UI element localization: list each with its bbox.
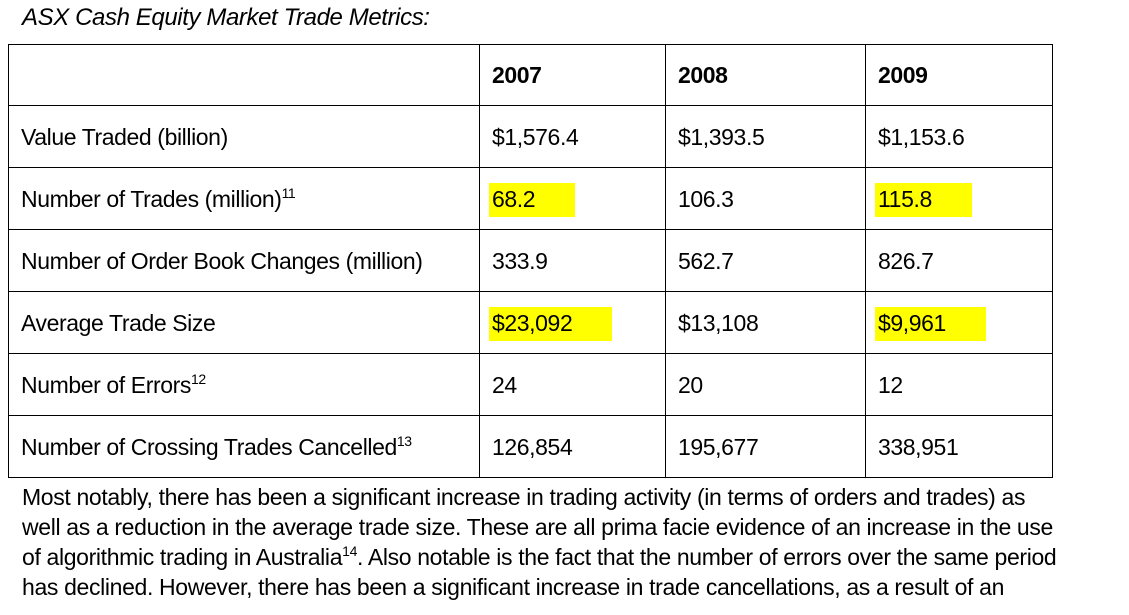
header-2008: 2008	[665, 44, 866, 106]
row-label-text: Average Trade Size	[21, 310, 216, 336]
paragraph-text: of algorithmic trading in Australia	[22, 544, 343, 570]
table-cell: 68.2	[479, 167, 666, 230]
row-label: Number of Order Book Changes (million)	[8, 229, 480, 292]
footnote-marker: 14	[342, 543, 358, 559]
paragraph-text: . Also notable is the fact that the numb…	[357, 544, 1057, 570]
table-row: Value Traded (billion) $1,576.4 $1,393.5…	[8, 105, 1053, 168]
table-cell: $23,092	[479, 291, 666, 354]
table-cell: 24	[479, 353, 666, 416]
table-cell: 12	[865, 353, 1053, 416]
header-2009: 2009	[865, 44, 1053, 106]
body-paragraph: Most notably, there has been a significa…	[22, 482, 1129, 602]
row-label-text: Number of Errors	[21, 372, 191, 398]
row-label-text: Number of Order Book Changes (million)	[21, 248, 423, 274]
table-cell: $1,576.4	[479, 105, 666, 168]
footnote-marker: 13	[396, 433, 412, 449]
paragraph-line: of algorithmic trading in Australia14. A…	[22, 542, 1129, 572]
table-cell: $13,108	[665, 291, 866, 354]
row-label-text: Number of Crossing Trades Cancelled	[21, 434, 397, 460]
table-cell: 562.7	[665, 229, 866, 292]
row-label: Average Trade Size	[8, 291, 480, 354]
footnote-marker: 12	[190, 371, 206, 387]
paragraph-line: well as a reduction in the average trade…	[22, 514, 1053, 540]
table-header-row: 2007 2008 2009	[8, 44, 1053, 106]
highlighted-value: 115.8	[875, 182, 972, 217]
table-cell: $1,153.6	[865, 105, 1053, 168]
table-cell: 195,677	[665, 415, 866, 478]
trade-metrics-table: 2007 2008 2009 Value Traded (billion) $1…	[8, 44, 1053, 478]
table-cell: 826.7	[865, 229, 1053, 292]
row-label-text: Value Traded (billion)	[21, 124, 228, 150]
table-row: Number of Crossing Trades Cancelled13 12…	[8, 415, 1053, 478]
table-cell: 126,854	[479, 415, 666, 478]
row-label: Number of Crossing Trades Cancelled13	[8, 415, 480, 478]
paragraph-line: has declined. However, there has been a …	[22, 574, 1005, 600]
table-cell: 333.9	[479, 229, 666, 292]
highlighted-value: 68.2	[489, 182, 576, 217]
table-cell: 20	[665, 353, 866, 416]
row-label-text: Number of Trades (million)	[21, 186, 282, 212]
table-caption: ASX Cash Equity Market Trade Metrics:	[22, 4, 430, 31]
table-row: Number of Trades (million)11 68.2 106.3 …	[8, 167, 1053, 230]
header-2007: 2007	[479, 44, 666, 106]
row-label: Value Traded (billion)	[8, 105, 480, 168]
footnote-marker: 11	[281, 185, 296, 201]
table-row: Number of Order Book Changes (million) 3…	[8, 229, 1053, 292]
table-cell: 115.8	[865, 167, 1053, 230]
table-cell: 338,951	[865, 415, 1053, 478]
table-cell: $1,393.5	[665, 105, 866, 168]
highlighted-value: $9,961	[875, 306, 986, 341]
table-cell: 106.3	[665, 167, 866, 230]
highlighted-value: $23,092	[489, 306, 613, 341]
table-cell: $9,961	[865, 291, 1053, 354]
table-row: Average Trade Size $23,092 $13,108 $9,96…	[8, 291, 1053, 354]
row-label: Number of Trades (million)11	[8, 167, 480, 230]
header-blank	[8, 44, 480, 106]
paragraph-line: Most notably, there has been a significa…	[22, 484, 1026, 510]
row-label: Number of Errors12	[8, 353, 480, 416]
table-row: Number of Errors12 24 20 12	[8, 353, 1053, 416]
